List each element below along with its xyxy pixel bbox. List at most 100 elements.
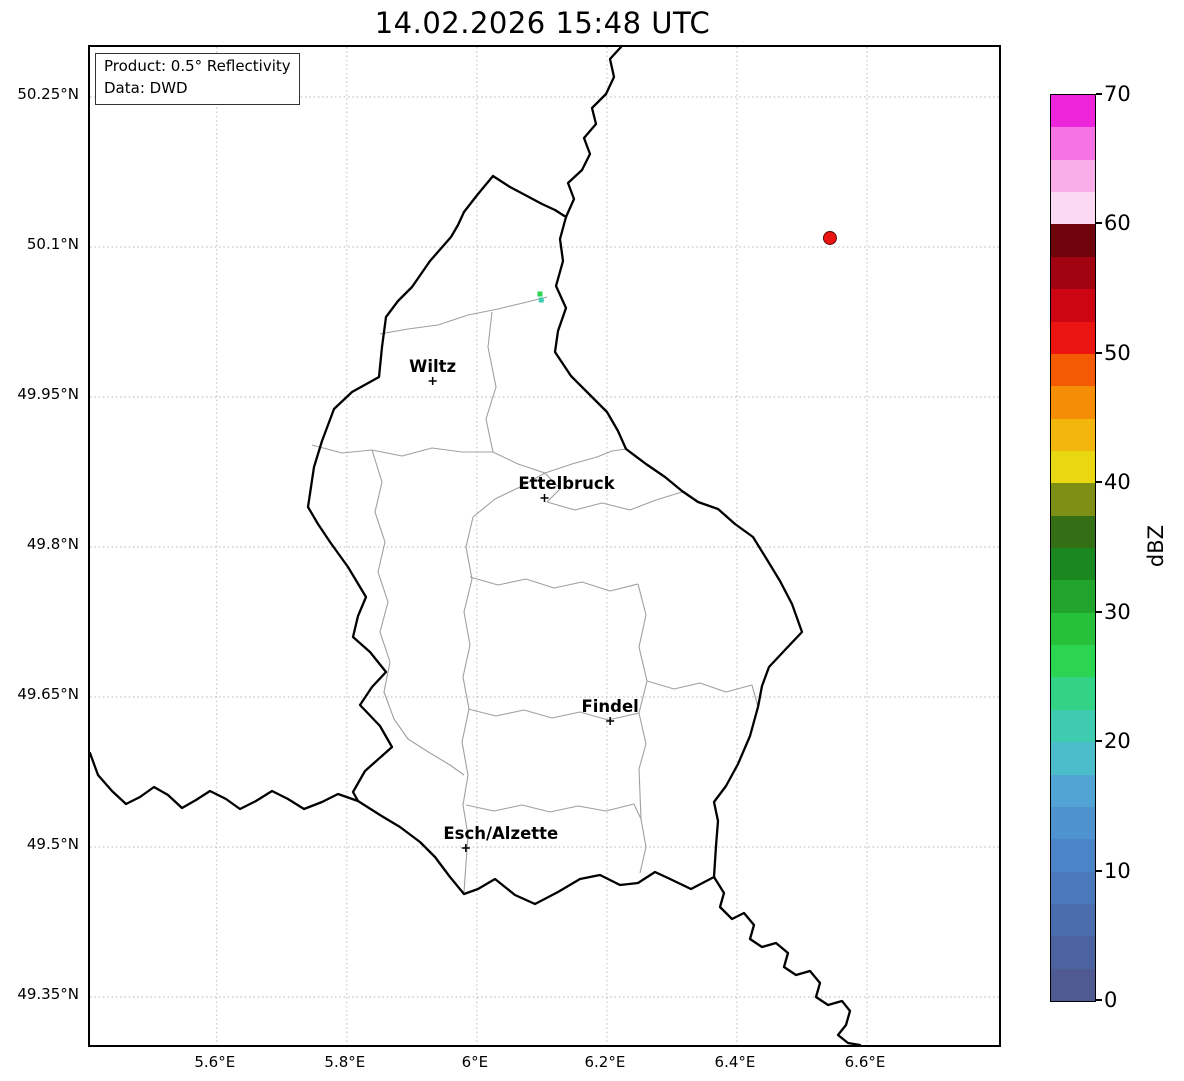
- colorbar-tick-label: 0: [1104, 988, 1118, 1012]
- colorbar-tick-mark: [1096, 740, 1102, 743]
- colorbar-tick-mark: [1096, 481, 1102, 484]
- canton-border: [492, 448, 627, 474]
- canton-border: [371, 449, 465, 776]
- colorbar-band: [1051, 936, 1095, 969]
- france-belgium-border: [90, 751, 360, 811]
- lon-tick-label: 6.6°E: [844, 1053, 886, 1071]
- colorbar-band: [1051, 709, 1095, 743]
- colorbar-band: [1051, 483, 1095, 516]
- colorbar-tick-mark: [1096, 869, 1102, 872]
- germany-france-border: [712, 875, 862, 1045]
- colorbar-band: [1051, 289, 1095, 322]
- radar-echo: [822, 231, 837, 245]
- colorbar-tick-mark: [1096, 351, 1102, 354]
- radar-echo: [537, 291, 543, 297]
- lat-tick-label: 49.8°N: [26, 535, 79, 553]
- colorbar-band: [1051, 224, 1095, 257]
- colorbar-tick-mark: [1096, 222, 1102, 225]
- lon-tick-label: 5.6°E: [194, 1053, 236, 1071]
- canton-border: [465, 803, 642, 820]
- colorbar-tick-mark: [1096, 999, 1102, 1001]
- city-label: Wiltz: [409, 357, 456, 376]
- colorbar-band: [1051, 612, 1095, 646]
- colorbar-band: [1051, 95, 1095, 128]
- city-label: Findel: [581, 697, 638, 716]
- radar-echo: [538, 297, 544, 303]
- page-title: 14.02.2026 15:48 UTC: [374, 6, 711, 40]
- lon-tick-label: 5.8°E: [324, 1053, 366, 1071]
- colorbar-tick-mark: [1096, 610, 1102, 613]
- colorbar-band: [1051, 450, 1095, 484]
- city-marker: [428, 377, 437, 385]
- colorbar-band: [1051, 968, 1095, 1002]
- canton-border: [472, 472, 546, 518]
- radar-echoes: [537, 231, 837, 303]
- colorbar-band: [1051, 353, 1095, 387]
- city-label: Esch/Alzette: [443, 824, 558, 843]
- canton-border: [469, 576, 639, 592]
- colorbar-tick-mark: [1096, 93, 1102, 95]
- colorbar-label: dBZ: [1144, 524, 1168, 568]
- lon-tick-label: 6.4°E: [714, 1053, 756, 1071]
- lon-tick-label: 6.2°E: [584, 1053, 626, 1071]
- canton-borders: [311, 296, 759, 893]
- data-source-label: Data: DWD: [104, 78, 188, 97]
- colorbar-gradient: [1050, 94, 1096, 1002]
- colorbar-tick-label: 10: [1104, 858, 1131, 883]
- lat-tick-label: 50.1°N: [26, 235, 79, 253]
- colorbar-band: [1051, 515, 1095, 549]
- colorbar-band: [1051, 677, 1095, 710]
- colorbar-band: [1051, 386, 1095, 419]
- lat-axis: 50.25°N 50.1°N 49.95°N 49.8°N 49.65°N 49.5°N 4…: [0, 0, 84, 1081]
- canton-border: [461, 516, 474, 893]
- canton-border: [646, 680, 759, 708]
- city-markers: Wiltz Ettelbruck Findel Esch/Alzette: [409, 357, 639, 852]
- lat-tick-label: 50.25°N: [17, 85, 79, 103]
- map-canvas: Wiltz Ettelbruck Findel Esch/Alzette: [90, 47, 999, 1045]
- colorbar-band: [1051, 548, 1095, 581]
- canton-border: [467, 708, 640, 721]
- map-plot: Wiltz Ettelbruck Findel Esch/Alzette Produc…: [88, 45, 1001, 1047]
- lon-axis: 5.6°E 5.8°E 6°E 6.2°E 6.4°E 6.6°E: [88, 1045, 997, 1079]
- colorbar-tick-label: 30: [1104, 599, 1131, 624]
- grid-layer: [90, 47, 999, 1045]
- colorbar-band: [1051, 159, 1095, 193]
- canton-border: [637, 583, 648, 874]
- canton-border: [379, 296, 548, 335]
- city-marker: [540, 494, 549, 502]
- product-info-box: Product: 0.5° Reflectivity Data: DWD: [95, 53, 300, 105]
- city-marker: [461, 844, 470, 852]
- lat-tick-label: 49.5°N: [26, 835, 79, 853]
- canton-border: [311, 444, 493, 457]
- lon-tick-label: 6°E: [461, 1053, 489, 1071]
- lat-tick-label: 49.35°N: [17, 985, 79, 1003]
- city-marker: [606, 717, 615, 725]
- colorbar-band: [1051, 127, 1095, 160]
- belgium-germany-border: [564, 47, 623, 219]
- colorbar-band: [1051, 839, 1095, 872]
- city-label: Ettelbruck: [518, 474, 615, 493]
- colorbar-tick-label: 60: [1104, 211, 1131, 236]
- country-borders: [90, 47, 862, 1045]
- colorbar-band: [1051, 806, 1095, 840]
- product-label: Product: 0.5° Reflectivity: [104, 57, 291, 75]
- colorbar-tick-label: 40: [1104, 470, 1131, 495]
- colorbar-band: [1051, 418, 1095, 451]
- colorbar-tick-label: 70: [1104, 82, 1131, 106]
- colorbar-band: [1051, 742, 1095, 775]
- colorbar-tick-label: 50: [1104, 340, 1131, 365]
- canton-border: [544, 472, 683, 511]
- lat-tick-label: 49.95°N: [17, 385, 79, 403]
- colorbar-band: [1051, 321, 1095, 354]
- colorbar-band: [1051, 645, 1095, 678]
- lat-tick-label: 49.65°N: [17, 685, 79, 703]
- colorbar-band: [1051, 903, 1095, 937]
- canton-border: [485, 311, 497, 453]
- colorbar-band: [1051, 580, 1095, 613]
- luxembourg-border: [306, 174, 804, 906]
- colorbar-band: [1051, 192, 1095, 225]
- colorbar-tick-label: 20: [1104, 729, 1131, 754]
- colorbar-band: [1051, 256, 1095, 290]
- colorbar-band: [1051, 871, 1095, 904]
